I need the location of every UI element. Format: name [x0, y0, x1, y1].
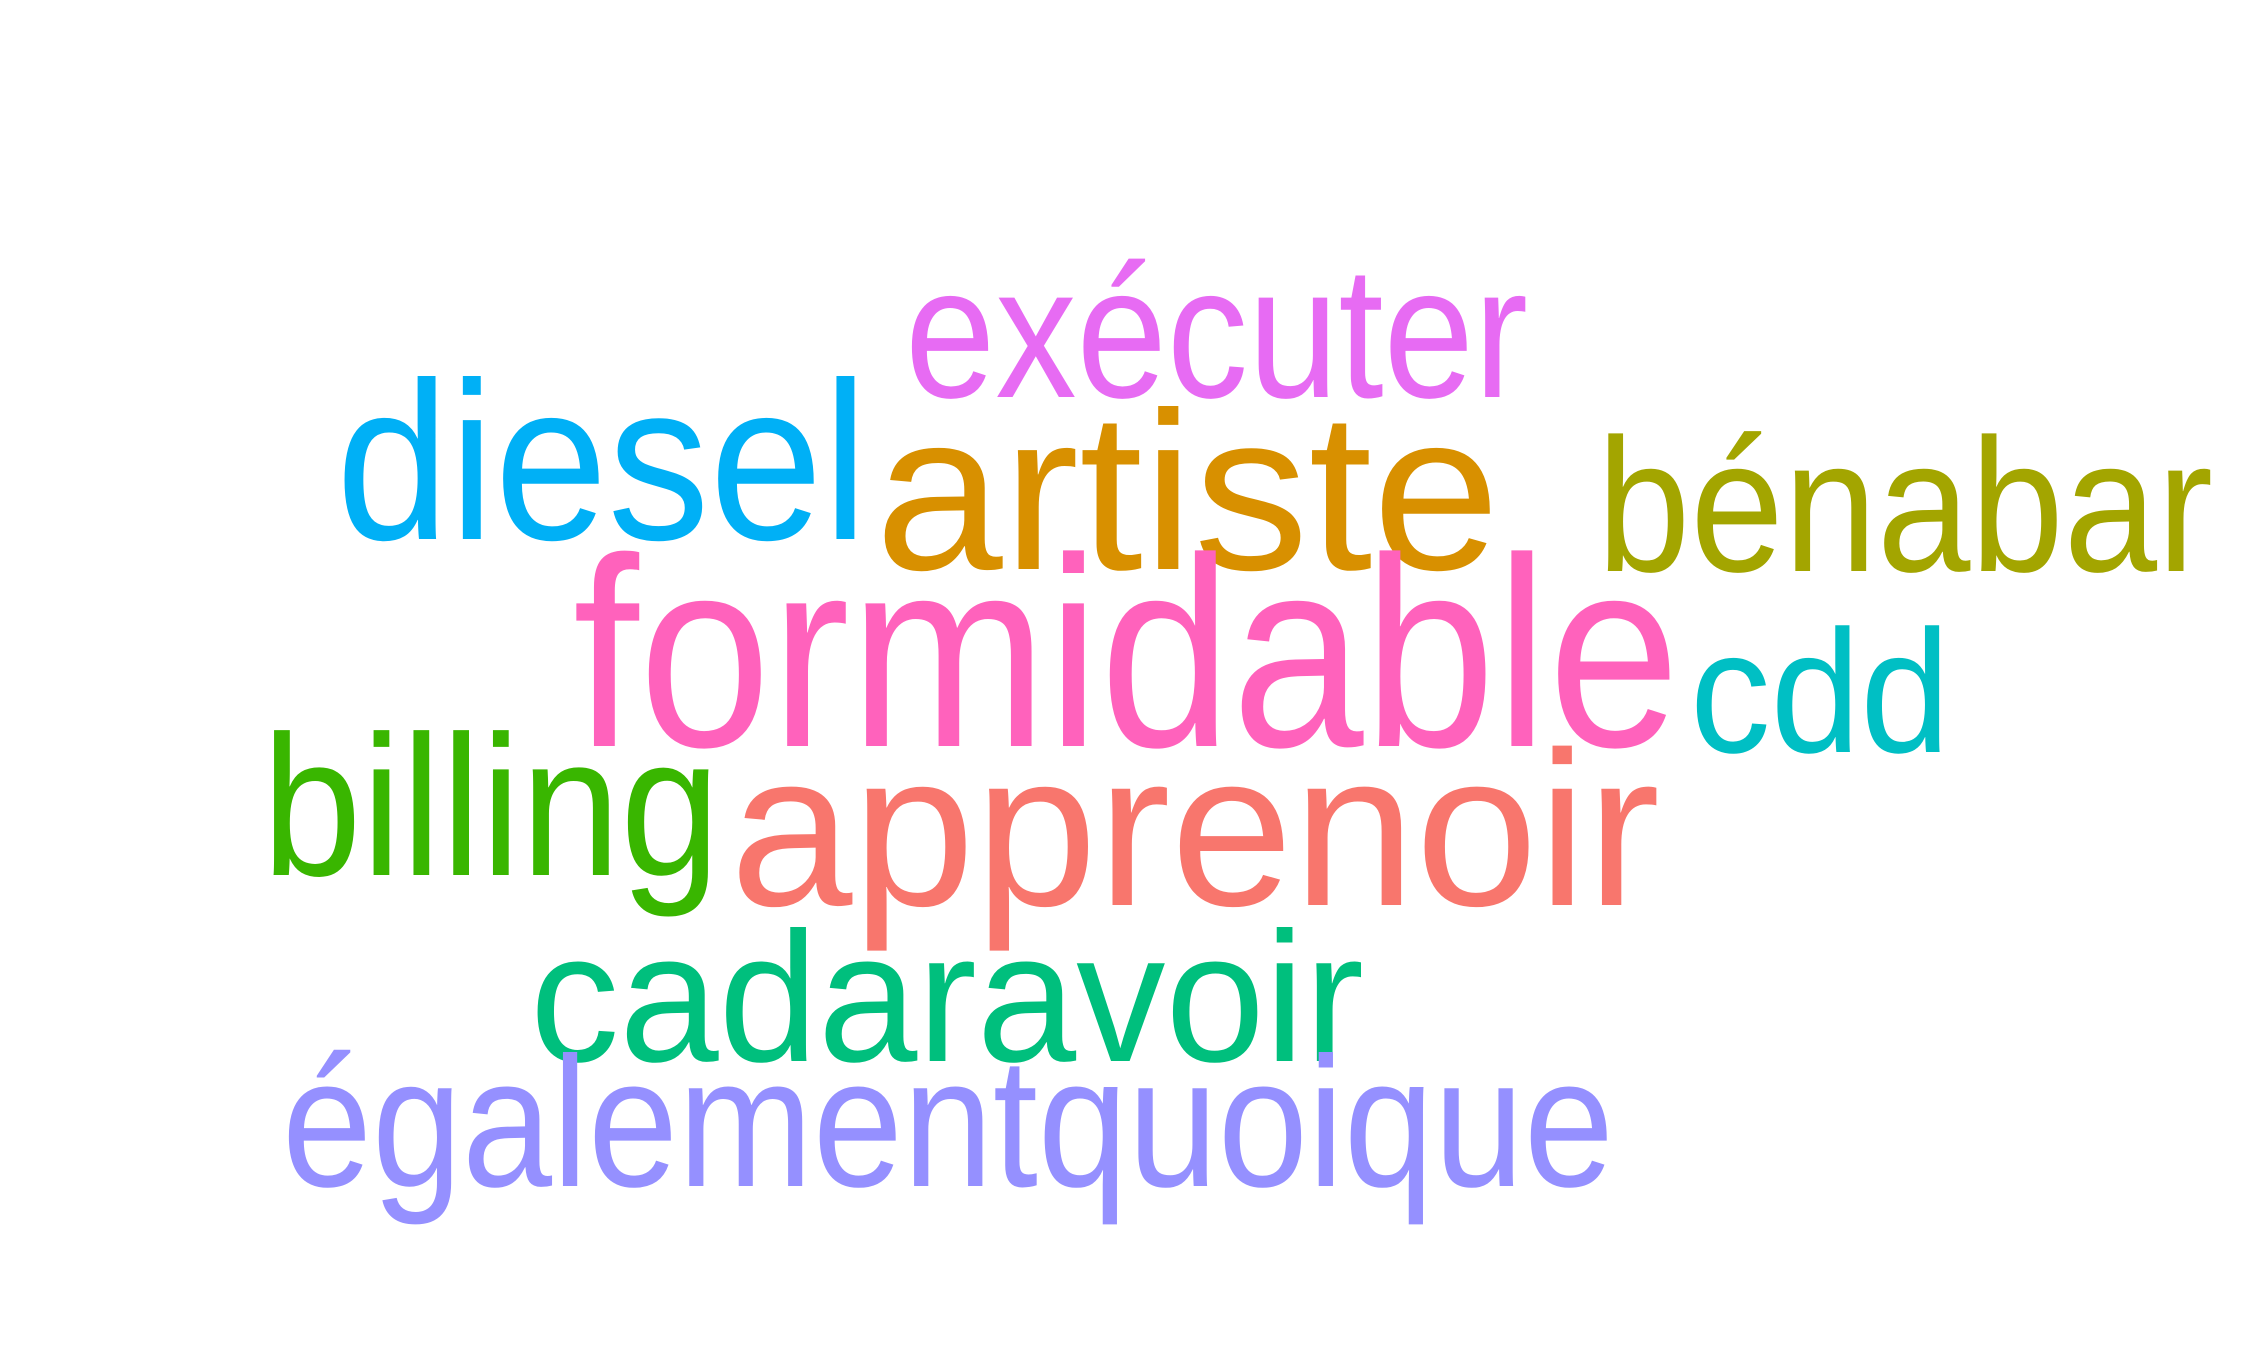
word-formidable: formidable: [573, 502, 1680, 804]
word-cdd: cdd: [1690, 594, 1951, 790]
word-apprenoir: apprenoir: [730, 705, 1660, 952]
word-billing: billing: [262, 695, 720, 918]
word-cadaravoir: cadaravoir: [530, 894, 1364, 1101]
word-artiste: artiste: [875, 365, 1500, 618]
word-executer: exécuter: [905, 226, 1529, 437]
word-benabar: bénabar: [1597, 400, 2213, 613]
word-egalementquoique: égalementquoique: [282, 1019, 1614, 1226]
word-diesel: diesel: [336, 335, 868, 588]
